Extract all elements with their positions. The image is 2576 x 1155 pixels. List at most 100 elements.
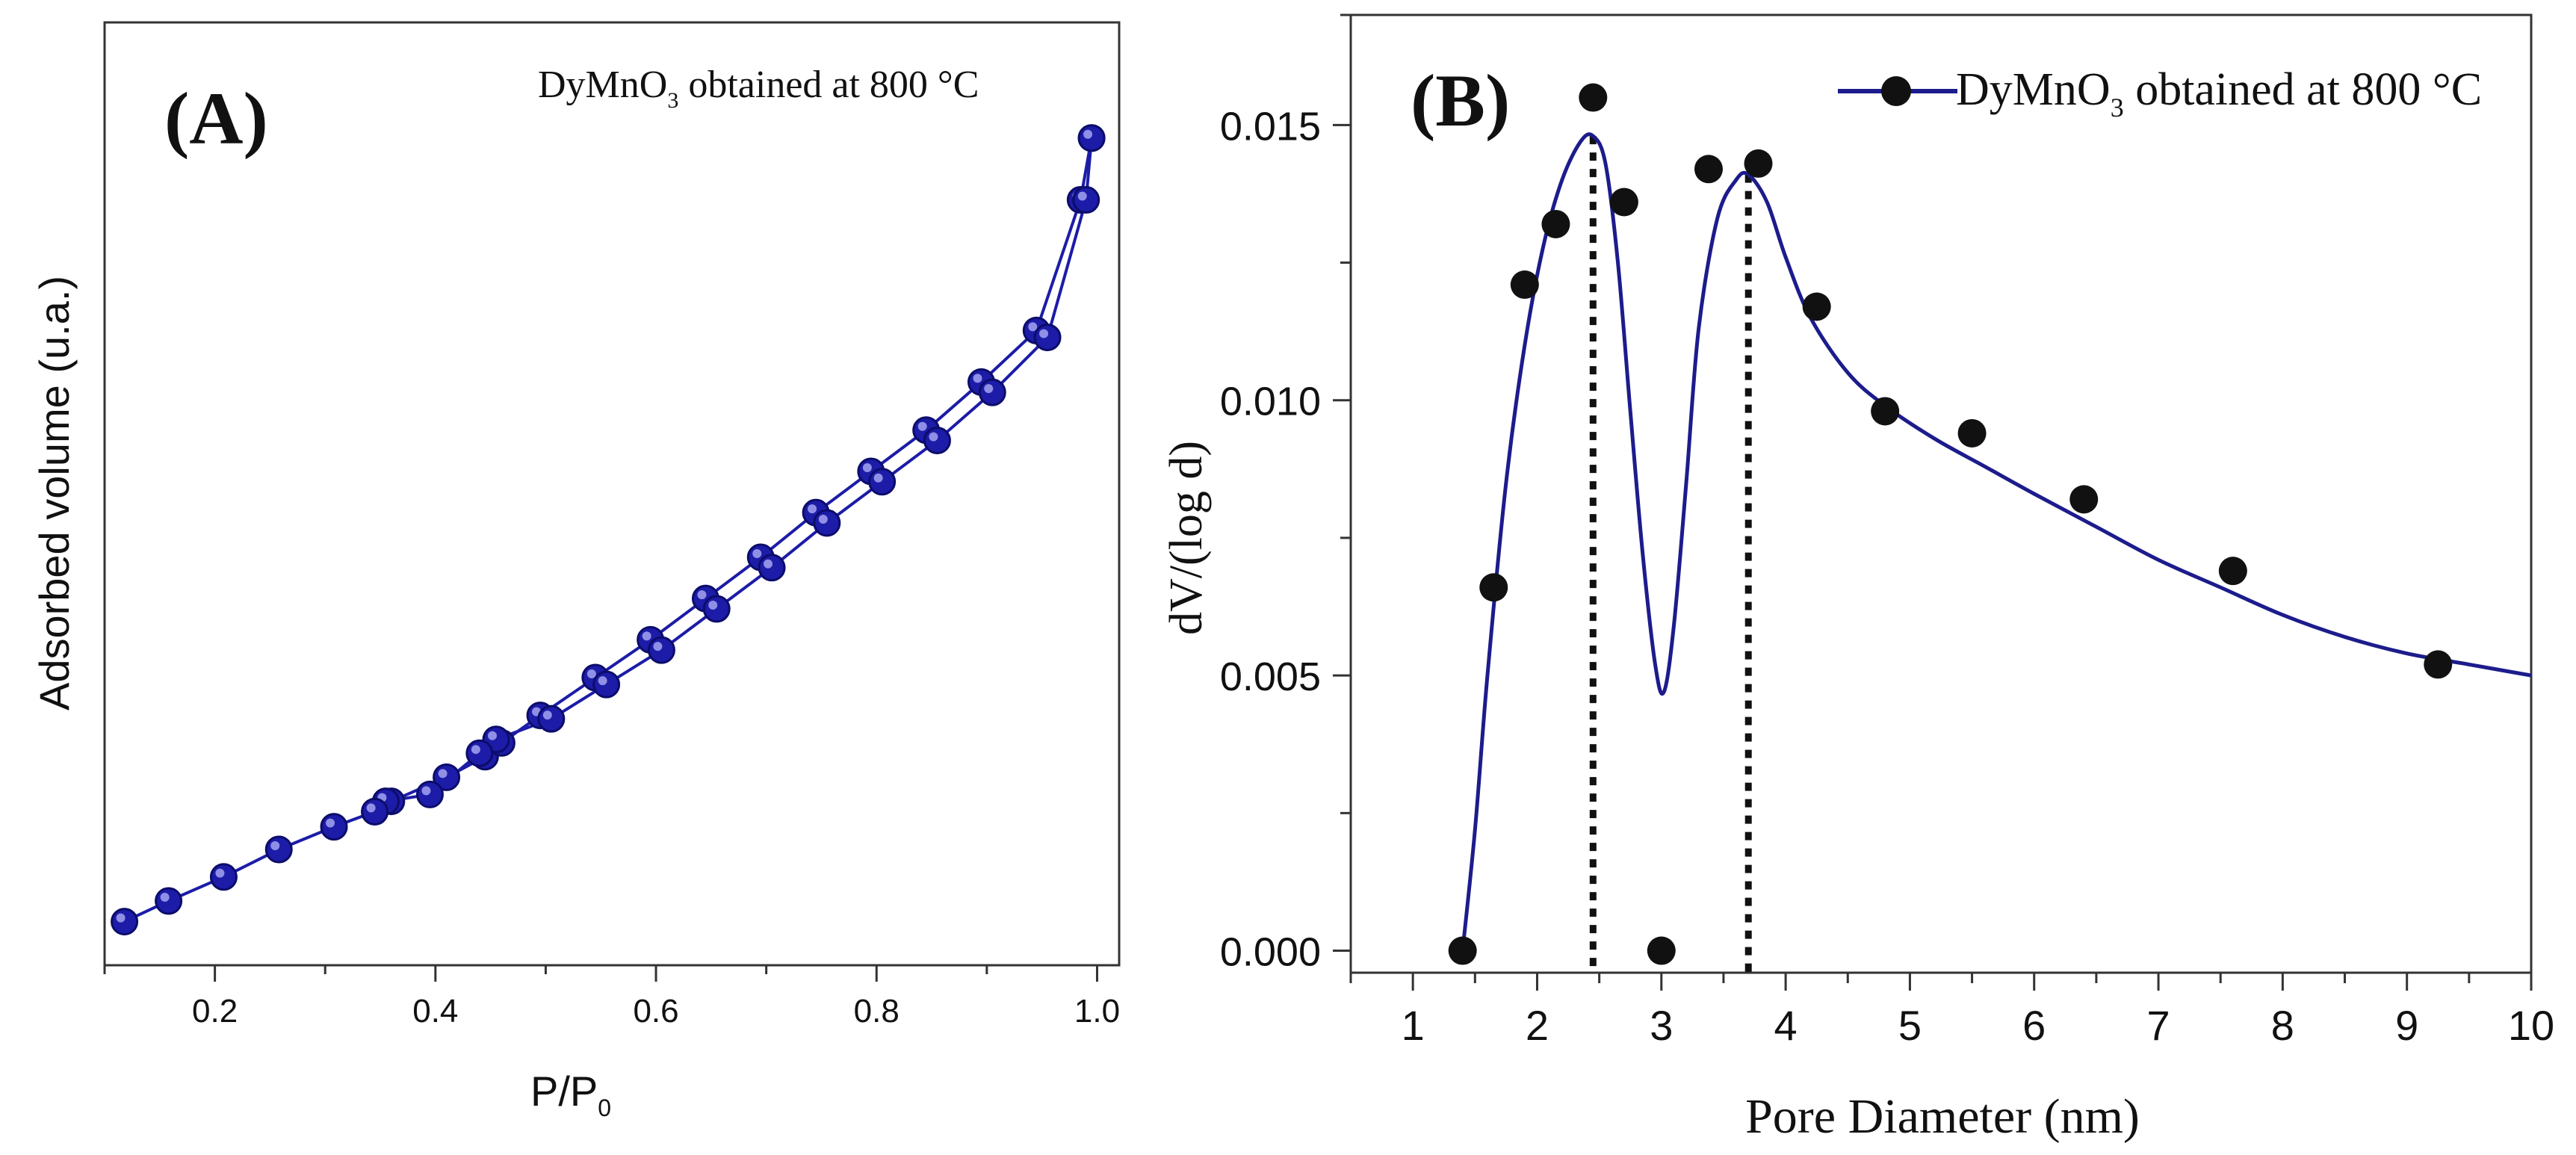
panel-b-fit-curve [1461, 132, 2532, 951]
panel-a-plot-frame [103, 21, 1121, 967]
data-point-adsorption [264, 835, 293, 864]
panel-b-points [1448, 83, 2453, 965]
x-tick-label: 1.0 [1074, 993, 1120, 1029]
panel-b-legend: DyMnO3 obtained at 800 °C [1838, 64, 2482, 123]
data-point-highlight [862, 462, 872, 472]
data-point [1541, 209, 1570, 238]
data-point-desorption [813, 509, 841, 537]
data-point-highlight [542, 710, 552, 720]
panel-a-ylabel: Adsorbed volume (u.a.) [31, 276, 78, 710]
y-tick-label: 0.010 [1220, 380, 1321, 424]
data-point-highlight [326, 818, 335, 828]
x-tick-label: 0.2 [192, 993, 238, 1029]
data-point [1609, 188, 1638, 217]
x-tick-label: 9 [2395, 1002, 2418, 1049]
series-line-adsorption [123, 137, 1094, 923]
panel-a-x-ticks: 0.2 0.4 0.6 0.8 1.0 [103, 965, 1120, 1029]
data-point-highlight [929, 432, 938, 442]
data-point-desorption [465, 739, 494, 767]
data-point [2424, 650, 2453, 679]
data-point [1510, 270, 1539, 300]
data-point [2069, 485, 2099, 514]
panel-b-ticks: 1 2 3 4 5 6 7 8 9 10 0.000 0.005 0.010 0.015 [1220, 13, 2554, 1049]
data-point [1479, 573, 1508, 602]
panel-a-series [111, 124, 1106, 936]
y-tick-label: 0.000 [1220, 930, 1321, 975]
x-tick-label: 3 [1650, 1002, 1673, 1049]
x-tick-label: 10 [2508, 1002, 2554, 1049]
x-tick-label: 7 [2146, 1002, 2170, 1049]
data-point-highlight [808, 504, 817, 514]
data-point-highlight [116, 913, 126, 923]
panel-a: (A) DyMnO3 obtained at 800 °C Adsorbed v… [31, 21, 1121, 1121]
data-point-desorption [758, 554, 786, 582]
data-point [1957, 418, 1987, 448]
data-point-desorption [978, 378, 1006, 406]
data-point [2218, 557, 2247, 586]
data-point-highlight [1077, 191, 1087, 201]
data-point-desorption [415, 780, 444, 808]
x-tick-label: 8 [2271, 1002, 2294, 1049]
x-tick-label: 0.4 [412, 993, 458, 1029]
fit-curve-line [1461, 132, 2532, 951]
data-point-desorption [1077, 124, 1106, 152]
data-point-highlight [818, 514, 828, 524]
data-point-highlight [438, 769, 448, 778]
data-point-highlight [471, 745, 480, 755]
data-point-highlight [598, 676, 607, 686]
panel-b-plot-frame [1349, 13, 2533, 974]
panel-a-label: (A) [164, 77, 268, 160]
panel-a-xlabel: P/P0 [530, 1068, 611, 1121]
x-tick-label: 6 [2022, 1002, 2046, 1049]
panel-b-legend-text: DyMnO3 obtained at 800 °C [1956, 64, 2482, 123]
data-point-highlight [421, 786, 431, 796]
x-tick-label: 4 [1774, 1002, 1798, 1049]
legend-marker-swatch [1881, 76, 1911, 106]
panel-b-xlabel: Pore Diameter (nm) [1745, 1089, 2140, 1144]
panel-b-peak-lines [1589, 136, 1752, 973]
data-point-highlight [917, 421, 927, 431]
panel-b-label: (B) [1411, 59, 1510, 142]
x-tick-label: 0.8 [854, 993, 900, 1029]
data-point [1802, 292, 1831, 321]
x-tick-label: 2 [1526, 1002, 1549, 1049]
data-point-adsorption [320, 813, 348, 841]
data-point-desorption [702, 595, 731, 623]
data-point-desorption [923, 427, 951, 455]
y-tick-label: 0.015 [1220, 104, 1321, 149]
data-point-desorption [537, 705, 566, 733]
data-point [1448, 936, 1477, 965]
data-point-highlight [586, 669, 596, 678]
x-tick-label: 5 [1898, 1002, 1922, 1049]
data-point-highlight [1039, 329, 1049, 338]
data-point-highlight [764, 559, 773, 569]
data-point-highlight [488, 731, 498, 740]
data-point-highlight [873, 473, 883, 483]
data-point-desorption [1072, 186, 1100, 214]
x-tick-label: 0.6 [633, 993, 678, 1029]
data-point [1647, 936, 1676, 965]
data-point-adsorption [209, 863, 238, 891]
data-point-adsorption [111, 908, 139, 936]
data-point-highlight [708, 600, 718, 610]
data-point-adsorption [155, 887, 183, 915]
data-point [1579, 83, 1608, 112]
data-point-desorption [868, 468, 897, 496]
data-point-highlight [697, 590, 707, 600]
data-point-highlight [752, 548, 762, 558]
panel-b: (B) DyMnO3 obtained at 800 °C dV/(log d)… [1161, 13, 2554, 1144]
data-point [1871, 397, 1900, 426]
data-point-desorption [1033, 323, 1062, 352]
data-point-highlight [215, 868, 225, 878]
data-point-desorption [361, 797, 389, 826]
series-line-desorption [374, 137, 1094, 813]
data-point-highlight [973, 374, 982, 383]
data-point-highlight [160, 892, 170, 902]
data-point-desorption [647, 636, 675, 664]
panel-a-legend: DyMnO3 obtained at 800 °C [538, 64, 979, 113]
data-point-highlight [270, 840, 280, 850]
data-point-highlight [642, 631, 651, 641]
data-point [1744, 149, 1773, 178]
data-point-highlight [984, 384, 994, 394]
